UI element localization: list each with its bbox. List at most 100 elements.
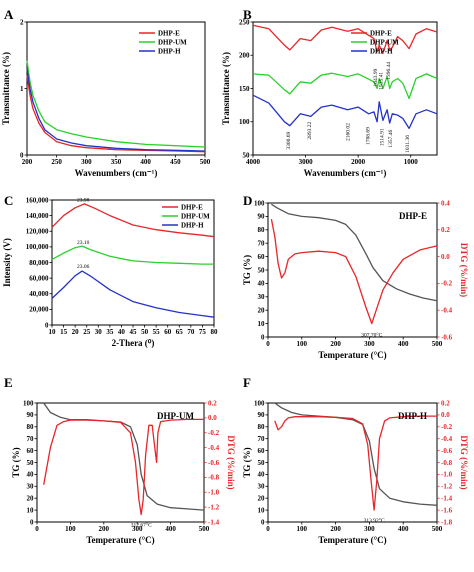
x-tick-label: 25 bbox=[83, 328, 91, 336]
y-tick-label: 50 bbox=[258, 459, 266, 467]
x-tick-label: 250 bbox=[51, 158, 62, 166]
legend-label: DHP-H bbox=[158, 48, 181, 56]
panel-letter: F bbox=[243, 375, 251, 390]
x-tick-label: 40 bbox=[118, 328, 126, 336]
x-tick-label: 300 bbox=[132, 525, 143, 533]
y2-tick-label: 0.0 bbox=[208, 414, 217, 422]
y2-tick-label: -0.4 bbox=[208, 444, 220, 452]
y-tick-label: 100 bbox=[254, 399, 265, 407]
x-tick-label: 20 bbox=[72, 328, 80, 336]
peak-annotation: 23.98 bbox=[77, 198, 90, 204]
y2-tick-label: -1.0 bbox=[208, 489, 220, 497]
y-tick-label: 250 bbox=[239, 18, 250, 26]
y2-tick-label: 0.2 bbox=[441, 226, 450, 234]
peak-annotation: 23.10 bbox=[77, 240, 90, 246]
y-tick-label: 1 bbox=[20, 85, 24, 93]
y2-tick-label: -0.2 bbox=[208, 429, 220, 437]
y-tick-label: 0 bbox=[20, 151, 24, 159]
x-tick-label: 65 bbox=[176, 328, 184, 336]
y-tick-label: 80 bbox=[258, 423, 266, 431]
series-line-dhp-um bbox=[26, 60, 206, 148]
x-tick-label: 500 bbox=[432, 340, 443, 348]
y-tick-label: 30 bbox=[258, 483, 266, 491]
peak-annotation: 1535.41 bbox=[379, 72, 385, 90]
series-line-dhp-h bbox=[51, 270, 215, 318]
y-axis-label: TG (%) bbox=[242, 447, 252, 477]
series-line-dhp-e bbox=[51, 203, 215, 238]
y2-tick-label: -1.0 bbox=[441, 471, 453, 479]
y-tick-label: 100 bbox=[239, 118, 250, 126]
y-tick-label: 120,000 bbox=[26, 228, 49, 236]
y2-axis-label: DTG (%/min) bbox=[459, 243, 469, 297]
peak-annotation: 1514.91 bbox=[380, 128, 386, 146]
x-tick-label: 75 bbox=[199, 328, 207, 336]
x-axis-label: Temperature (°C) bbox=[318, 535, 386, 545]
chart-title: DHP-E bbox=[399, 211, 427, 221]
peak-annotation: 3300.69 bbox=[286, 131, 292, 149]
y-tick-label: 40 bbox=[258, 280, 266, 288]
y2-tick-label: -1.4 bbox=[208, 518, 220, 526]
panel-letter: A bbox=[4, 7, 14, 22]
y-tick-label: 20 bbox=[258, 495, 266, 503]
peak-annotation: 312.67°C bbox=[131, 522, 152, 529]
series-line-dhp-e bbox=[252, 24, 438, 54]
y-tick-label: 80 bbox=[258, 226, 266, 234]
y-tick-label: 60 bbox=[258, 253, 266, 261]
chart-title: DHP-UM bbox=[157, 411, 194, 421]
x-tick-label: 70 bbox=[187, 328, 195, 336]
x-tick-label: 500 bbox=[199, 525, 210, 533]
x-tick-label: 100 bbox=[297, 525, 308, 533]
y2-tick-label: 0.4 bbox=[441, 199, 450, 207]
x-tick-label: 0 bbox=[35, 525, 39, 533]
y-tick-label: 90 bbox=[27, 411, 35, 419]
y2-tick-label: -0.6 bbox=[441, 447, 453, 455]
legend-label: DHP-UM bbox=[181, 213, 210, 221]
y-tick-label: 60 bbox=[258, 447, 266, 455]
y-tick-label: 100 bbox=[23, 399, 34, 407]
x-tick-label: 200 bbox=[330, 525, 341, 533]
x-tick-label: 2000 bbox=[351, 158, 366, 166]
y2-tick-label: 0.0 bbox=[441, 253, 450, 261]
x-axis-label: Wavenumbers (cm⁻¹) bbox=[304, 168, 387, 178]
y-tick-label: 140,000 bbox=[26, 212, 49, 220]
y-tick-label: 90 bbox=[258, 213, 266, 221]
y-tick-label: 150 bbox=[239, 85, 250, 93]
series-line-dhp-h bbox=[252, 94, 438, 130]
x-tick-label: 60 bbox=[164, 328, 172, 336]
y-tick-label: 20 bbox=[258, 307, 266, 315]
series-line-dtg bbox=[270, 218, 438, 325]
y-tick-label: 160,000 bbox=[26, 196, 49, 204]
series-line-dhp-um bbox=[252, 72, 438, 100]
chart-panel-c: C10 15 20 25 30 35 40 45 50 55 60 65 70 75 80020,00040… bbox=[2, 193, 218, 348]
y-tick-label: 50 bbox=[243, 151, 251, 159]
series-line-dhp-e bbox=[26, 75, 206, 153]
y2-tick-label: -1.8 bbox=[441, 518, 453, 526]
series-line-tg bbox=[271, 203, 438, 302]
panel-letter: E bbox=[4, 375, 13, 390]
x-tick-label: 300 bbox=[81, 158, 92, 166]
y-tick-label: 20,000 bbox=[29, 306, 49, 314]
x-tick-label: 0 bbox=[266, 340, 270, 348]
x-tick-label: 80 bbox=[211, 328, 219, 336]
x-tick-label: 400 bbox=[398, 340, 409, 348]
y2-tick-label: -0.2 bbox=[441, 280, 453, 288]
y-tick-label: 0 bbox=[30, 518, 34, 526]
y-tick-label: 10 bbox=[258, 506, 266, 514]
y-tick-label: 40,000 bbox=[29, 290, 49, 298]
y-tick-label: 70 bbox=[258, 435, 266, 443]
legend-label: DHP-UM bbox=[370, 39, 399, 47]
y-tick-label: 80 bbox=[27, 423, 35, 431]
y-tick-label: 10 bbox=[258, 320, 266, 328]
x-tick-label: 100 bbox=[297, 340, 308, 348]
peak-annotation: 307.70°C bbox=[361, 331, 382, 338]
y-tick-label: 100,000 bbox=[26, 243, 49, 251]
x-tick-label: 0 bbox=[266, 525, 270, 533]
y-tick-label: 70 bbox=[27, 435, 35, 443]
y2-tick-label: -0.8 bbox=[208, 474, 220, 482]
y-tick-label: 60 bbox=[27, 447, 35, 455]
y-axis-label: Intensity (V) bbox=[2, 238, 12, 287]
y2-tick-label: -1.2 bbox=[208, 503, 220, 511]
y2-tick-label: 0.2 bbox=[441, 399, 450, 407]
y2-tick-label: -0.6 bbox=[441, 333, 453, 341]
